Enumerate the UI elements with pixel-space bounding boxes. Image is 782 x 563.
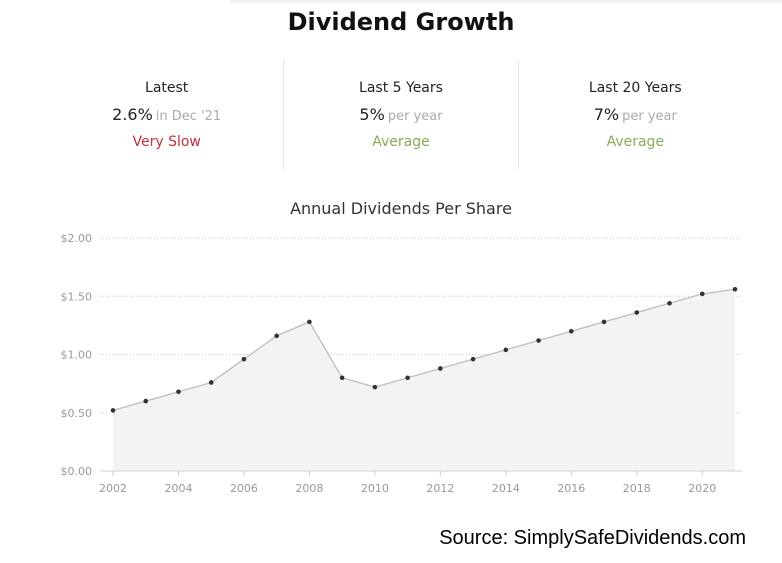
data-point: [307, 319, 312, 325]
data-point: [536, 338, 541, 343]
data-point: [208, 380, 214, 385]
data-point: [732, 286, 738, 292]
x-tick-label: 2020: [688, 482, 716, 495]
page-title: Dividend Growth: [287, 8, 515, 36]
stat-value-line: 5% per year: [284, 105, 517, 124]
x-tick-label: 2012: [426, 482, 454, 495]
chart-title: Annual Dividends Per Share: [290, 199, 512, 218]
stat-suffix: per year: [622, 109, 677, 124]
source-caption: Source: SimplySafeDividends.com: [439, 527, 746, 549]
data-point: [601, 319, 607, 325]
stat-value: 7%: [593, 105, 620, 124]
data-point: [667, 300, 672, 306]
x-tick-label: 2006: [230, 482, 258, 495]
stats-panel: Latest 2.6% in Dec '21 Very Slow Last 5 Y…: [50, 60, 752, 170]
data-point: [339, 375, 345, 381]
data-point: [241, 356, 247, 362]
y-tick-label: $0.50: [61, 407, 93, 420]
data-point: [143, 398, 149, 404]
stat-suffix: in Dec '21: [155, 109, 222, 124]
y-tick-label: $2.00: [61, 232, 93, 245]
x-tick-label: 2002: [99, 482, 127, 495]
stat-rating: Average: [372, 134, 430, 150]
dividends-area-chart: $0.00 $0.50 $1.00 $1.50 $2.00 2002 2004 2006 200…: [61, 232, 742, 495]
x-tick-label: 2018: [623, 482, 651, 495]
x-tick-label: 2010: [361, 482, 389, 495]
x-tick-label: 2004: [164, 482, 192, 495]
x-tick-label: 2014: [492, 482, 520, 495]
data-point: [405, 375, 410, 381]
data-point: [110, 408, 116, 413]
stat-rating: Very Slow: [132, 134, 201, 150]
data-point: [699, 291, 705, 297]
x-tick-label: 2016: [557, 482, 585, 495]
x-tick-label: 2008: [295, 482, 323, 495]
stat-label: Latest: [145, 80, 189, 96]
series-line: [112, 288, 736, 412]
data-point: [503, 347, 509, 353]
data-point: [438, 366, 443, 371]
stat-label: Last 20 Years: [588, 80, 682, 96]
stat-label: Last 5 Years: [359, 80, 443, 96]
stat-rating: Average: [606, 134, 665, 150]
y-tick-label: $0.00: [61, 465, 93, 478]
data-point: [634, 310, 640, 315]
data-point: [274, 333, 279, 339]
y-tick-label: $1.00: [61, 349, 93, 362]
data-point: [372, 384, 378, 390]
top-divider-strip: [230, 0, 782, 3]
stat-last-20-years: Last 20 Years 7% per year Average: [519, 60, 752, 170]
data-point: [569, 328, 574, 334]
area-fill: [113, 289, 735, 471]
stat-value: 2.6%: [112, 105, 153, 124]
stat-suffix: per year: [387, 109, 443, 124]
data-point: [176, 389, 181, 395]
y-tick-label: $1.50: [61, 290, 93, 303]
stat-latest: Latest 2.6% in Dec '21 Very Slow: [50, 60, 285, 170]
stat-last-5-years: Last 5 Years 5% per year Average: [284, 60, 519, 170]
stat-value-line: 7% per year: [519, 105, 752, 124]
stat-value: 5%: [359, 105, 385, 124]
stat-value-line: 2.6% in Dec '21: [50, 105, 283, 124]
data-point: [470, 356, 476, 362]
